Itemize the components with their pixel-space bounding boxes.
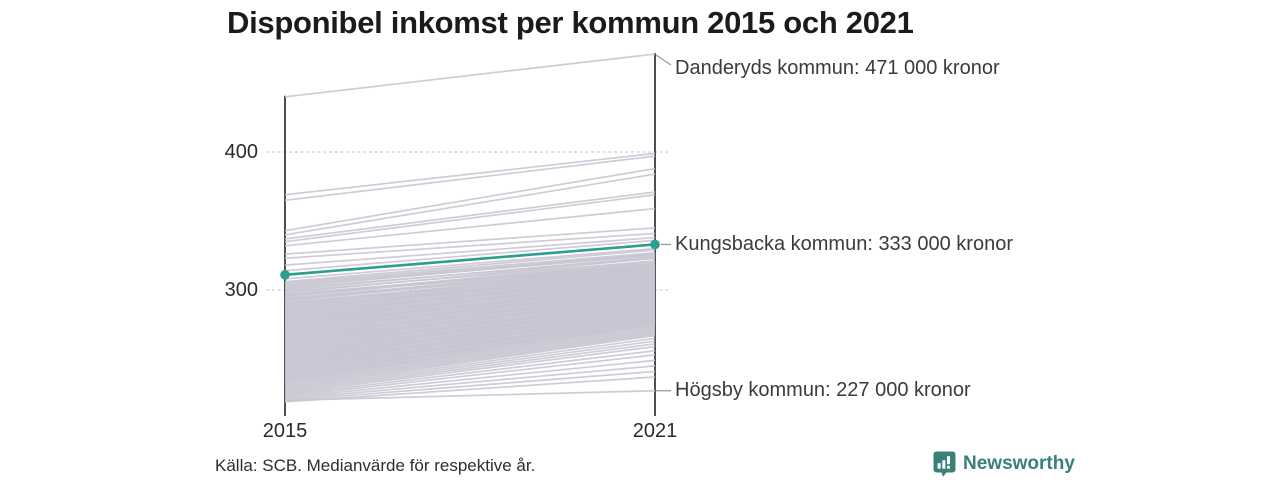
chart-title: Disponibel inkomst per kommun 2015 och 2… (227, 5, 914, 40)
y-axis-tick-300: 300 (224, 279, 258, 301)
newsworthy-logo-link[interactable]: Newsworthy (933, 451, 1075, 477)
x-axis-tick-2021: 2021 (632, 420, 678, 442)
newsworthy-wordmark: Newsworthy (963, 453, 1075, 474)
annotation-hogsby: Högsby kommun: 227 000 kronor (675, 379, 971, 401)
x-axis-tick-2015: 2015 (262, 420, 308, 442)
y-axis-tick-400: 400 (224, 141, 258, 163)
source-note: Källa: SCB. Medianvärde för respektive å… (215, 456, 536, 475)
annotation-danderyd: Danderyds kommun: 471 000 kronor (675, 57, 1000, 79)
newsworthy-chart-bubble-icon (933, 451, 956, 477)
annotation-kungsbacka: Kungsbacka kommun: 333 000 kronor (675, 233, 1013, 255)
